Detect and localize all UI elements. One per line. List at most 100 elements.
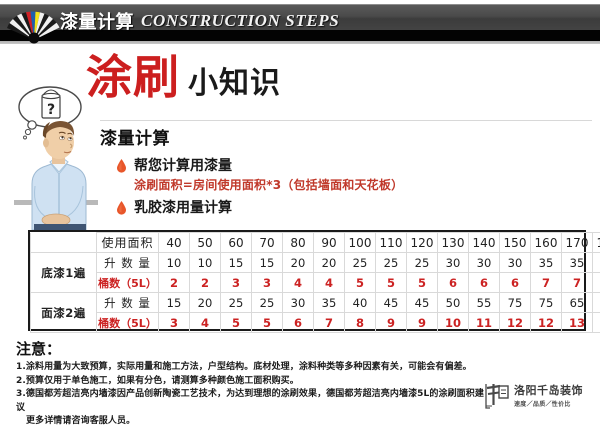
table-cell: 35 — [314, 293, 345, 313]
paint-drop-icon — [116, 200, 127, 214]
table-cell: 5 — [252, 313, 283, 333]
table-cell: 75 — [500, 293, 531, 313]
bullet-label: 乳胶漆用量计算 — [134, 197, 232, 217]
table-cell: 10 — [438, 313, 469, 333]
table-cell: 30 — [469, 253, 500, 273]
table-cell: 12 — [500, 313, 531, 333]
table-cell: 9 — [407, 313, 438, 333]
svg-text:?: ? — [47, 102, 55, 118]
table-cell: 5 — [376, 273, 407, 293]
table-cell: 25 — [221, 293, 252, 313]
table-cell: 70 — [593, 293, 600, 313]
table-cell: 25 — [252, 293, 283, 313]
page-header: 漆量计算 CONSTRUCTION STEPS — [0, 0, 600, 44]
table-cell: 2 — [190, 273, 221, 293]
table-cell: 10 — [159, 253, 190, 273]
table-cell: 110 — [376, 233, 407, 253]
table-cell: 50 — [190, 233, 221, 253]
color-fan-icon — [6, 2, 62, 44]
table-cell: 6 — [469, 273, 500, 293]
header-shadow — [0, 41, 600, 44]
notes-section: 注意： 1.涂料用量为大致预算，实际用量和施工方法，户型结构。底材处理，涂料种类… — [16, 338, 486, 429]
table-side-label: 面漆2遍 — [31, 293, 97, 333]
header-title-group: 漆量计算 CONSTRUCTION STEPS — [60, 6, 339, 36]
table-cell: 5 — [407, 273, 438, 293]
bullet-formula: 涂刷面积=房间使用面积*3（包括墙面和天花板） — [134, 176, 440, 193]
table-row: 桶数（5L）345567899101112121314 — [31, 313, 600, 333]
notes-line: 3.德国都芳超洁亮内墙漆因产品创新陶瓷工艺技术，为达到理想的涂刷效果，德国都芳超… — [16, 388, 486, 415]
table-cell: 15 — [221, 253, 252, 273]
table-cell: 70 — [252, 233, 283, 253]
table-cell: 12 — [531, 313, 562, 333]
table-cell: 13 — [562, 313, 593, 333]
watermark-brand: 洛阳千岛装饰 — [514, 382, 583, 398]
table-cell: 20 — [190, 293, 221, 313]
table-cell: 160 — [531, 233, 562, 253]
table-cell: 35 — [531, 253, 562, 273]
table-cell: 2 — [159, 273, 190, 293]
table-cell: 4 — [283, 273, 314, 293]
table-cell: 35 — [562, 253, 593, 273]
table-cell: 5 — [345, 273, 376, 293]
table-cell: 45 — [376, 293, 407, 313]
table-cell: 40 — [593, 253, 600, 273]
table-row-label: 使用面积 — [97, 233, 159, 253]
table-cell: 150 — [500, 233, 531, 253]
table-cell: 50 — [438, 293, 469, 313]
table-cell: 40 — [159, 233, 190, 253]
title-divider — [100, 120, 592, 121]
notes-line: 更多详情请咨询客服人员。 — [16, 415, 486, 429]
table-cell: 7 — [314, 313, 345, 333]
table-cell: 3 — [221, 273, 252, 293]
table-cell: 100 — [345, 233, 376, 253]
table-cell: 40 — [345, 293, 376, 313]
table-cell: 6 — [438, 273, 469, 293]
bullet-label: 帮您计算用漆量 — [134, 155, 232, 175]
table-cell: 90 — [314, 233, 345, 253]
section-title: 漆量计算 — [100, 124, 440, 149]
table-cell: 25 — [407, 253, 438, 273]
table-cell: 3 — [159, 313, 190, 333]
table-cell: 15 — [159, 293, 190, 313]
table-cell: 80 — [283, 233, 314, 253]
table-row: 桶数（5L）223344555666778 — [31, 273, 600, 293]
table-cell: 170 — [562, 233, 593, 253]
notes-line: 1.涂料用量为大致预算，实际用量和施工方法，户型结构。底材处理，涂料种类等多种因… — [16, 361, 486, 375]
table-cell: 120 — [407, 233, 438, 253]
table-cell: 45 — [407, 293, 438, 313]
table-cell: 11 — [469, 313, 500, 333]
content-section: 漆量计算 帮您计算用漆量 涂刷面积=房间使用面积*3（包括墙面和天花板） 乳胶漆… — [100, 124, 440, 218]
table-row-label: 桶数（5L） — [97, 313, 159, 333]
page-title-black: 小知识 — [188, 69, 281, 99]
table-cell: 5 — [221, 313, 252, 333]
table-cell: 4 — [190, 313, 221, 333]
table-cell: 180 — [593, 233, 600, 253]
table-cell: 4 — [314, 273, 345, 293]
table-cell: 7 — [531, 273, 562, 293]
table-row-label: 桶数（5L） — [97, 273, 159, 293]
table-cell: 6 — [283, 313, 314, 333]
table-corner-cell — [31, 233, 97, 253]
table-cell: 25 — [376, 253, 407, 273]
notes-line: 2.预算仅用于单色施工，如果有分色，请测算多种颜色施工面积购买。 — [16, 375, 486, 389]
table-cell: 15 — [252, 253, 283, 273]
header-title-en: CONSTRUCTION STEPS — [141, 11, 339, 31]
table-cell: 9 — [376, 313, 407, 333]
table-cell: 130 — [438, 233, 469, 253]
table-row-label: 升 数 量 — [97, 253, 159, 273]
table-cell: 75 — [531, 293, 562, 313]
table-cell: 65 — [562, 293, 593, 313]
table-cell: 10 — [190, 253, 221, 273]
header-title-cn: 漆量计算 — [60, 8, 134, 34]
notes-title: 注意： — [16, 338, 486, 359]
table-cell: 140 — [469, 233, 500, 253]
table-cell: 55 — [469, 293, 500, 313]
company-watermark: 洛阳千岛装饰 速度／品质／性价比 — [484, 378, 594, 412]
page-title-red: 涂刷 — [86, 54, 180, 100]
table-cell: 14 — [593, 313, 600, 333]
table-cell: 6 — [500, 273, 531, 293]
table-cell: 8 — [593, 273, 600, 293]
